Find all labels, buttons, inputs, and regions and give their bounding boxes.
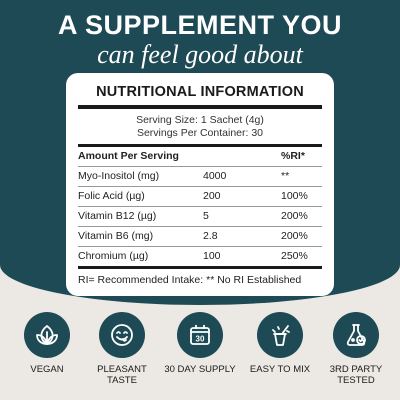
nutrient-name: Vitamin B12 (µg): [78, 206, 203, 227]
nutrient-name: Vitamin B6 (mg): [78, 226, 203, 247]
badge-label: EASY TO MIX: [249, 364, 311, 375]
smiley-icon: [99, 312, 145, 358]
headline: A SUPPLEMENT YOU: [57, 10, 343, 40]
nutrient-name: Chromium (µg): [78, 246, 203, 269]
badge-label: PLEASANT TASTE: [97, 364, 147, 386]
nutrient-amount: 2.8: [203, 226, 281, 247]
badge-30-day-supply: 30 30 DAY SUPPLY: [160, 312, 240, 375]
nutrient-ri: **: [281, 166, 322, 187]
table-row: Myo-Inositol (mg) 4000 **: [78, 166, 322, 187]
table-row: Folic Acid (µg) 200 100%: [78, 186, 322, 207]
serving-info: Serving Size: 1 Sachet (4g) Servings Per…: [78, 109, 322, 147]
leaf-icon: [24, 312, 70, 358]
flask-check-icon: [333, 312, 379, 358]
badge-label: VEGAN: [30, 364, 64, 375]
nutrient-amount: 4000: [203, 166, 281, 187]
feature-badges: VEGAN PLEASANT TASTE 30 30 DAY SUPPLY: [0, 312, 400, 400]
badge-vegan: VEGAN: [7, 312, 87, 375]
nutrient-ri: 250%: [281, 246, 322, 269]
panel-title: NUTRITIONAL INFORMATION: [78, 79, 322, 109]
ri-header: %RI*: [281, 147, 322, 167]
footnote: RI= Recommended Intake: ** No RI Establi…: [78, 274, 302, 286]
subhead: can feel good about: [97, 40, 303, 69]
nutrient-amount: 100: [203, 246, 281, 269]
calendar-icon: 30: [177, 312, 223, 358]
table-row: Chromium (µg) 100 250%: [78, 246, 322, 269]
nutrient-name: Myo-Inositol (mg): [78, 166, 203, 187]
nutrient-ri: 200%: [281, 226, 322, 247]
cup-mix-icon: [257, 312, 303, 358]
badge-label: 3RD PARTY TESTED: [329, 364, 383, 386]
nutrient-name: Folic Acid (µg): [78, 186, 203, 207]
nutrient-amount: 200: [203, 186, 281, 207]
nutrient-ri: 100%: [281, 186, 322, 207]
badge-pleasant-taste: PLEASANT TASTE: [82, 312, 162, 386]
table-header-row: Amount Per Serving %RI*: [78, 147, 322, 167]
serving-size: Serving Size: 1 Sachet (4g): [136, 114, 264, 126]
amount-header: Amount Per Serving: [78, 147, 281, 167]
badge-3rd-party-tested: 3RD PARTY TESTED: [316, 312, 396, 386]
nutrition-table: Amount Per Serving %RI* Myo-Inositol (mg…: [78, 147, 322, 269]
table-row: Vitamin B6 (mg) 2.8 200%: [78, 226, 322, 247]
badge-label: 30 DAY SUPPLY: [164, 364, 236, 375]
table-row: Vitamin B12 (µg) 5 200%: [78, 206, 322, 227]
calendar-icon-text: 30: [196, 335, 205, 344]
nutrient-ri: 200%: [281, 206, 322, 227]
badge-easy-to-mix: EASY TO MIX: [240, 312, 320, 375]
servings-per-container: Servings Per Container: 30: [136, 126, 264, 139]
nutrient-amount: 5: [203, 206, 281, 227]
nutrition-panel: NUTRITIONAL INFORMATION Serving Size: 1 …: [66, 73, 334, 296]
